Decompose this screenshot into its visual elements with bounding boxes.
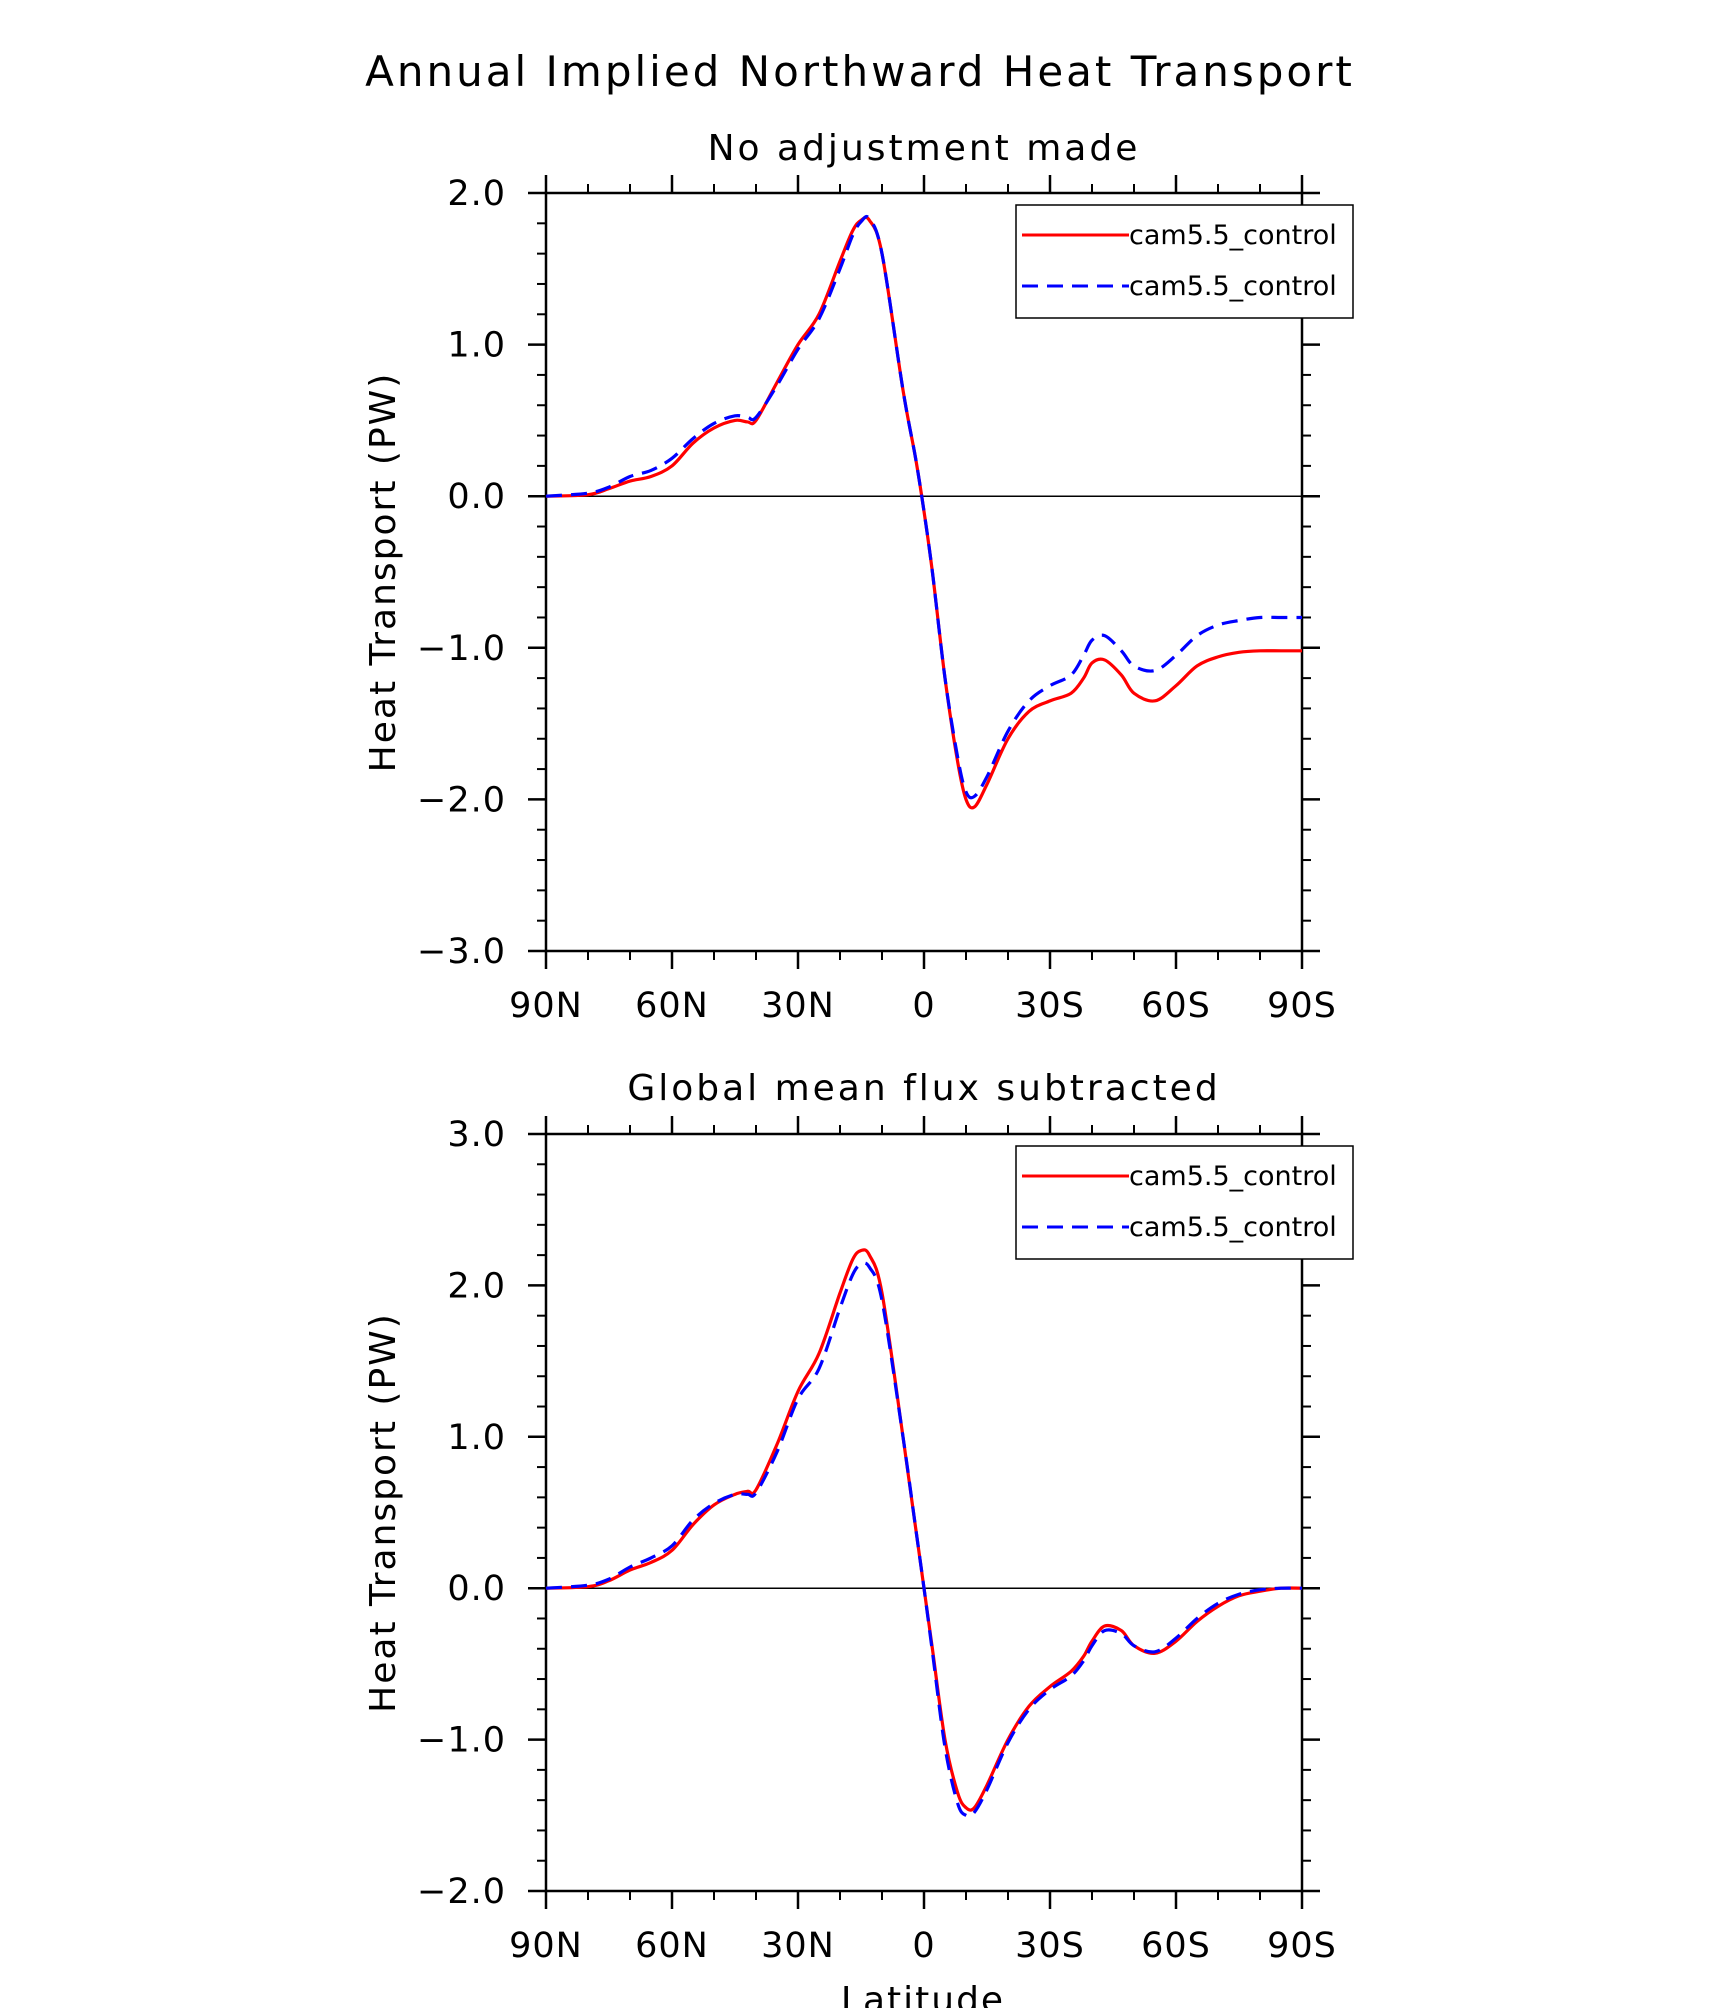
y-tick-label: 3.0 bbox=[447, 1115, 506, 1155]
series-line-blue-dashed bbox=[545, 215, 1302, 800]
x-tick-label: 60S bbox=[1141, 1926, 1211, 1966]
y-tick-label: −1.0 bbox=[417, 1721, 506, 1761]
y-tick-label: −1.0 bbox=[417, 629, 506, 669]
y-tick-label: −2.0 bbox=[417, 780, 506, 820]
x-tick-label: 60N bbox=[635, 986, 709, 1026]
legend: cam5.5_control cam5.5_control bbox=[1015, 204, 1354, 319]
legend: cam5.5_control cam5.5_control bbox=[1015, 1145, 1354, 1260]
x-tick-label: 60S bbox=[1141, 986, 1211, 1026]
y-tick-label: 2.0 bbox=[447, 174, 506, 214]
x-tick-label: 0 bbox=[912, 1926, 935, 1966]
x-tick-label: 90S bbox=[1267, 1926, 1337, 1966]
legend-label: cam5.5_control bbox=[1129, 271, 1337, 302]
x-tick-label: 30N bbox=[761, 986, 835, 1026]
x-tick-label: 90S bbox=[1267, 986, 1337, 1026]
x-axis-label: Latitude bbox=[841, 1980, 1005, 2008]
x-tick-label: 30S bbox=[1015, 1926, 1085, 1966]
legend-label: cam5.5_control bbox=[1129, 1212, 1337, 1243]
figure-title: Annual Implied Northward Heat Transport bbox=[365, 47, 1355, 96]
y-tick-label: −2.0 bbox=[417, 1872, 506, 1912]
chart-panel-top: No adjustment made Heat Transport (PW) −3.… bbox=[363, 128, 1354, 1026]
y-tick-label: 1.0 bbox=[447, 1418, 506, 1458]
legend-box bbox=[1015, 204, 1354, 319]
x-tick-label: 90N bbox=[509, 1926, 583, 1966]
legend-label: cam5.5_control bbox=[1129, 220, 1337, 251]
x-tick-label: 60N bbox=[635, 1926, 709, 1966]
series-line-red-solid bbox=[545, 1248, 1303, 1812]
y-tick-label: 0.0 bbox=[447, 477, 506, 517]
x-tick-label: 0 bbox=[912, 986, 935, 1026]
y-axis-label: Heat Transport (PW) bbox=[363, 372, 404, 773]
y-axis-label: Heat Transport (PW) bbox=[363, 1312, 404, 1713]
y-tick-label: 2.0 bbox=[447, 1266, 506, 1306]
y-tick-label: −3.0 bbox=[417, 932, 506, 972]
chart-subtitle: No adjustment made bbox=[708, 128, 1141, 169]
legend-box bbox=[1015, 1145, 1354, 1260]
y-tick-label: 1.0 bbox=[447, 326, 506, 366]
chart-panel-bottom: Global mean flux subtracted Heat Transpor… bbox=[363, 1068, 1354, 1966]
x-tick-label: 90N bbox=[509, 986, 583, 1026]
chart-subtitle: Global mean flux subtracted bbox=[627, 1068, 1220, 1109]
x-tick-label: 30S bbox=[1015, 986, 1085, 1026]
y-tick-label: 0.0 bbox=[447, 1569, 506, 1609]
x-tick-label: 30N bbox=[761, 1926, 835, 1966]
legend-label: cam5.5_control bbox=[1129, 1161, 1337, 1192]
series-line-blue-dashed bbox=[545, 1261, 1303, 1818]
